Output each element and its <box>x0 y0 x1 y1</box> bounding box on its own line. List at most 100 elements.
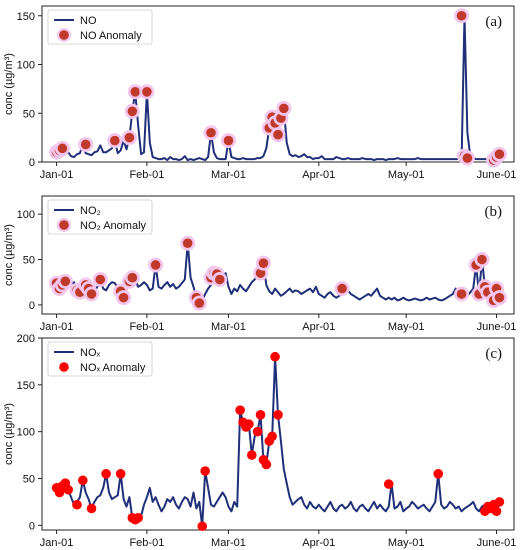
y-tick-label: 150 <box>17 11 35 23</box>
anomaly-point <box>494 149 505 159</box>
x-tick-label: May-01 <box>388 169 425 181</box>
legend-box <box>47 341 153 377</box>
plot-frame <box>41 195 515 315</box>
anomaly-point <box>477 254 487 265</box>
anomaly-point <box>494 292 505 303</box>
anomaly-point <box>214 274 225 285</box>
x-tick-label: June-01 <box>477 169 517 181</box>
anomaly-point <box>197 521 208 532</box>
panel-label: (a) <box>485 14 502 30</box>
x-tick-label: Feb-01 <box>129 169 164 181</box>
x-tick-label: Apr-01 <box>302 321 335 333</box>
anomaly-point <box>60 276 71 287</box>
plot-frame <box>41 5 515 163</box>
y-tick-label: 100 <box>17 60 35 72</box>
x-tick-label: Mar-01 <box>211 537 246 549</box>
y-tick-label: 0 <box>29 520 35 532</box>
anomaly-point <box>118 292 129 303</box>
anomaly-point <box>115 469 126 479</box>
anomaly-point <box>255 268 266 278</box>
anomaly-point <box>72 499 82 510</box>
anomaly-point <box>223 135 234 146</box>
x-tick-label: Feb-01 <box>129 321 164 333</box>
x-tick-label: Apr-01 <box>302 537 335 549</box>
legend-marker-label: NO Anomaly <box>80 30 142 42</box>
anomaly-point <box>491 506 502 517</box>
anomaly-point <box>246 450 257 460</box>
legend-line-label: NO <box>80 15 97 27</box>
anomaly-point <box>273 410 283 420</box>
legend-line-label: NOₓ <box>80 347 101 359</box>
legend-box <box>47 199 153 235</box>
panel-a-no: 0 50 100 150 Jan-01 Feb-01 Mar-01 Apr-01 May-01 J… <box>3 5 517 181</box>
anomaly-point <box>235 405 245 415</box>
y-tick-label: 50 <box>23 473 35 485</box>
y-tick-label: 200 <box>17 333 35 345</box>
anomaly-point <box>258 258 269 268</box>
panel-c-nox: 0 50 100 150 200 Jan-01 Feb-01 Mar-01 Apr-01 May-… <box>3 333 516 549</box>
anomaly-point <box>456 10 467 21</box>
panel-b-no2: 0 50 100 Jan-01 Feb-01 Mar-01 Apr-01 May-01 June… <box>3 195 517 333</box>
anomaly-point <box>267 431 277 442</box>
x-tick-label: Mar-01 <box>211 169 246 181</box>
anomaly-point <box>255 410 266 420</box>
y-axis-label: conc (µg/m³) <box>3 403 15 465</box>
y-tick-label: 100 <box>17 209 35 221</box>
anomaly-point <box>101 469 111 479</box>
x-tick-label: Apr-01 <box>302 169 335 181</box>
y-axis-label: conc (µg/m³) <box>3 224 15 286</box>
x-tick-label: Mar-01 <box>211 321 246 333</box>
y-tick-label: 0 <box>29 157 35 169</box>
legend-marker-label: NO₂ Anomaly <box>80 220 147 232</box>
anomaly-point <box>95 274 106 285</box>
anomaly-point <box>86 289 97 299</box>
legend-marker-swatch <box>59 220 69 230</box>
plot-frame <box>41 337 515 531</box>
anomaly-point <box>77 475 88 486</box>
legend-marker-swatch <box>59 362 69 372</box>
anomaly-point <box>200 466 210 476</box>
x-tick-label: May-01 <box>388 537 425 549</box>
y-tick-label: 50 <box>23 108 35 120</box>
anomaly-point <box>110 135 120 146</box>
anomaly-point <box>273 129 283 140</box>
x-tick-label: Jan-01 <box>40 169 74 181</box>
anomaly-point <box>124 132 135 143</box>
anomaly-point <box>279 103 289 114</box>
anomaly-point <box>57 143 68 154</box>
panel-label: (b) <box>485 204 503 220</box>
x-tick-label: May-01 <box>388 321 425 333</box>
y-axis-label: conc (µg/m³) <box>3 53 15 115</box>
anomaly-point <box>133 513 143 523</box>
anomaly-point <box>433 469 444 479</box>
anomaly-point <box>142 87 152 97</box>
x-tick-label: Jan-01 <box>40 321 74 333</box>
y-tick-label: 50 <box>23 255 35 267</box>
panel-label: (c) <box>485 346 502 362</box>
x-tick-label: Feb-01 <box>129 537 164 549</box>
legend-line-label: NO₂ <box>80 205 101 217</box>
anomaly-point <box>127 272 138 283</box>
anomaly-point <box>244 419 254 429</box>
anomaly-point <box>261 459 272 470</box>
anomaly-point <box>130 87 141 97</box>
anomaly-point <box>150 260 161 270</box>
anomaly-point <box>182 238 193 248</box>
anomaly-point <box>63 484 74 495</box>
anomaly-point <box>86 503 97 514</box>
anomaly-point <box>337 283 347 294</box>
x-tick-label: Jan-01 <box>40 537 74 549</box>
anomaly-point <box>80 139 91 150</box>
anomaly-point <box>494 497 505 507</box>
anomaly-point <box>127 106 138 117</box>
anomaly-point <box>456 289 467 299</box>
x-tick-label: June-01 <box>477 537 517 549</box>
x-tick-label: June-01 <box>477 321 517 333</box>
anomaly-point <box>252 426 263 437</box>
legend-box <box>47 9 153 45</box>
anomaly-point <box>270 351 280 362</box>
y-tick-label: 0 <box>29 300 35 312</box>
y-tick-label: 100 <box>17 427 35 439</box>
anomaly-point <box>383 479 394 489</box>
